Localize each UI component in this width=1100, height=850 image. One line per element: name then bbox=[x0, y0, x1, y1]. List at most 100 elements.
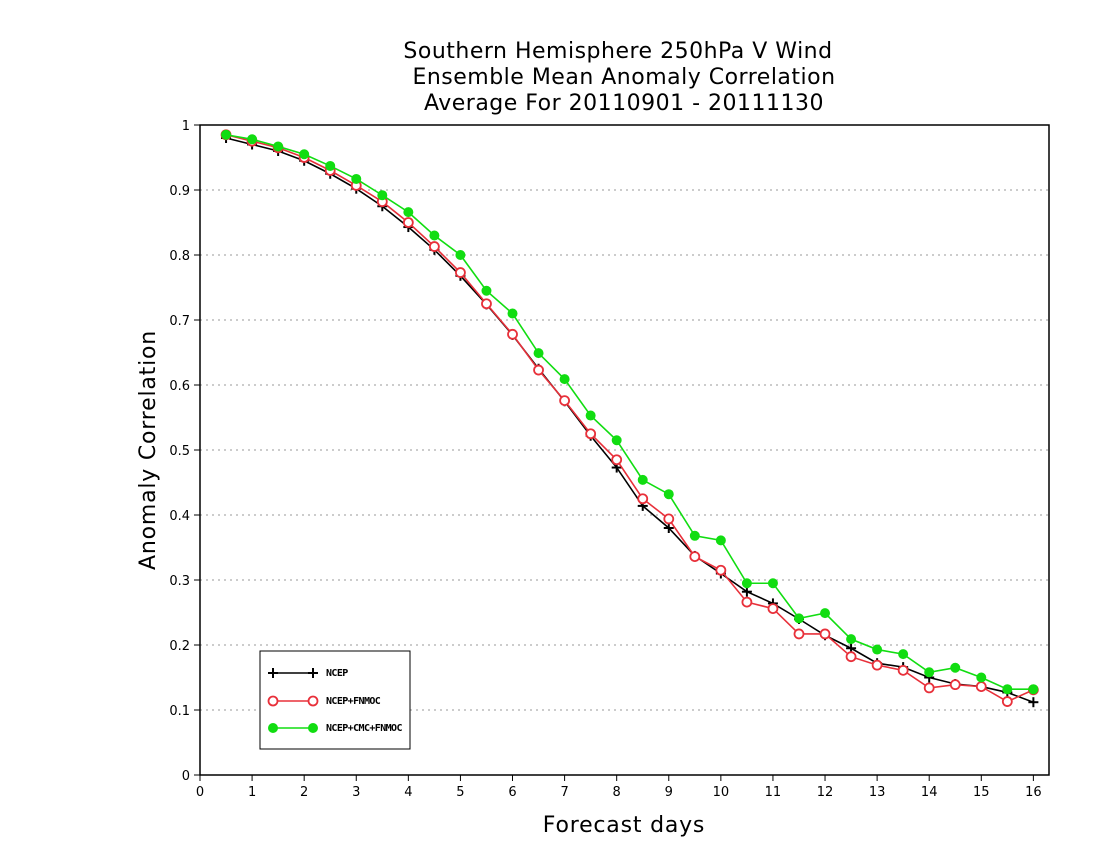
data-point bbox=[1028, 697, 1039, 708]
data-point bbox=[533, 364, 544, 376]
data-point bbox=[923, 682, 935, 694]
x-tick-label: 7 bbox=[560, 785, 568, 800]
data-point bbox=[975, 681, 987, 692]
data-point bbox=[299, 149, 310, 160]
y-tick-label: 0.3 bbox=[169, 574, 190, 589]
data-point bbox=[455, 267, 466, 278]
data-point bbox=[898, 649, 909, 660]
x-axis-title: Forecast days bbox=[543, 813, 705, 838]
x-tick-label: 4 bbox=[404, 785, 412, 800]
data-point bbox=[1028, 684, 1039, 695]
title-line-1: Southern Hemisphere 250hPa V Wind bbox=[403, 39, 832, 64]
x-tick-label: 14 bbox=[921, 785, 938, 800]
data-point bbox=[428, 241, 440, 252]
data-point bbox=[377, 190, 388, 201]
legend-box bbox=[259, 650, 411, 750]
data-point bbox=[637, 474, 648, 485]
title-line-3: Average For 20110901 - 20111130 bbox=[424, 91, 824, 116]
data-point bbox=[585, 410, 596, 421]
data-point bbox=[897, 664, 909, 676]
data-point bbox=[611, 435, 622, 446]
x-tick-label: 5 bbox=[456, 785, 464, 800]
x-tick-label: 12 bbox=[817, 785, 834, 800]
grid-lines bbox=[200, 189, 1049, 711]
chart-title: Southern Hemisphere 250hPa V Wind Ensemb… bbox=[403, 39, 835, 116]
y-tick-label: 0.9 bbox=[169, 184, 190, 199]
data-point bbox=[637, 493, 649, 505]
data-point bbox=[872, 644, 883, 655]
data-point bbox=[585, 428, 597, 440]
data-point bbox=[767, 603, 779, 614]
legend-marker bbox=[308, 668, 318, 678]
x-tick-label: 15 bbox=[973, 785, 990, 800]
y-axis-title: Anomaly Correlation bbox=[136, 330, 161, 570]
x-tick-label: 13 bbox=[869, 785, 886, 800]
y-tick-label: 0.1 bbox=[169, 704, 190, 719]
data-point bbox=[533, 348, 544, 359]
data-point bbox=[481, 285, 492, 296]
data-point bbox=[247, 134, 258, 145]
data-point bbox=[741, 586, 752, 597]
data-point bbox=[845, 651, 857, 663]
legend-label-ncep-cmc-fnmoc: NCEP+CMC+FNMOC bbox=[326, 723, 402, 734]
x-tick-label: 6 bbox=[508, 785, 516, 800]
data-point bbox=[663, 523, 674, 533]
data-point bbox=[715, 564, 727, 576]
data-point bbox=[429, 230, 440, 241]
series-ncep-fnmoc bbox=[220, 129, 1039, 707]
data-point bbox=[846, 634, 857, 645]
series-line-ncep bbox=[225, 137, 1034, 703]
data-point bbox=[715, 535, 726, 546]
data-point bbox=[1002, 684, 1013, 695]
data-point bbox=[663, 513, 675, 525]
data-point bbox=[976, 672, 987, 683]
data-point bbox=[793, 628, 805, 640]
data-point bbox=[949, 679, 961, 691]
y-tick-label: 0.2 bbox=[169, 639, 190, 654]
data-point bbox=[481, 298, 492, 310]
data-point bbox=[325, 160, 336, 171]
data-point bbox=[689, 530, 700, 541]
data-point bbox=[793, 613, 804, 624]
data-point bbox=[611, 454, 623, 466]
data-point bbox=[507, 308, 518, 319]
legend-marker bbox=[268, 668, 278, 678]
data-point bbox=[924, 667, 935, 678]
legend-marker bbox=[268, 723, 278, 733]
y-tick-label: 0.6 bbox=[169, 379, 190, 394]
y-tick-label: 0.8 bbox=[169, 249, 190, 264]
y-tick-label: 0.5 bbox=[169, 444, 190, 459]
data-point bbox=[741, 596, 753, 608]
x-tick-label: 1 bbox=[248, 785, 256, 800]
legend-marker bbox=[308, 723, 318, 733]
data-point bbox=[455, 250, 466, 260]
data-point bbox=[1001, 696, 1013, 707]
data-point bbox=[507, 328, 518, 340]
title-line-2: Ensemble Mean Anomaly Correlation bbox=[412, 65, 835, 90]
legend-marker bbox=[307, 695, 319, 707]
y-tick-label: 0.7 bbox=[169, 314, 190, 329]
legend-sample-ncep-fnmoc bbox=[267, 695, 319, 707]
data-point bbox=[402, 217, 414, 228]
axis-ticks: 00.10.20.30.40.50.60.70.80.910 1 2 3 4 5 6 7 8 9 1… bbox=[169, 119, 1041, 800]
data-point bbox=[767, 578, 778, 589]
series-ncep bbox=[221, 133, 1039, 708]
legend: NCEP NCEP+FNMOC NCEP+CMC+FNMOC bbox=[259, 650, 411, 750]
legend-samples bbox=[267, 668, 319, 733]
data-point bbox=[689, 551, 701, 562]
data-point bbox=[820, 608, 831, 619]
data-point bbox=[221, 129, 232, 140]
x-tick-label: 10 bbox=[713, 785, 730, 800]
legend-label-ncep: NCEP bbox=[326, 668, 348, 679]
data-point bbox=[559, 395, 571, 407]
x-tick-label: 3 bbox=[352, 785, 360, 800]
x-tick-label: 16 bbox=[1025, 785, 1042, 800]
data-point bbox=[741, 578, 752, 589]
data-point bbox=[351, 173, 362, 184]
x-tick-label: 11 bbox=[765, 785, 782, 800]
legend-marker bbox=[267, 695, 279, 707]
legend-label-ncep-fnmoc: NCEP+FNMOC bbox=[326, 696, 381, 707]
data-point bbox=[559, 374, 570, 385]
data-point bbox=[819, 628, 831, 640]
